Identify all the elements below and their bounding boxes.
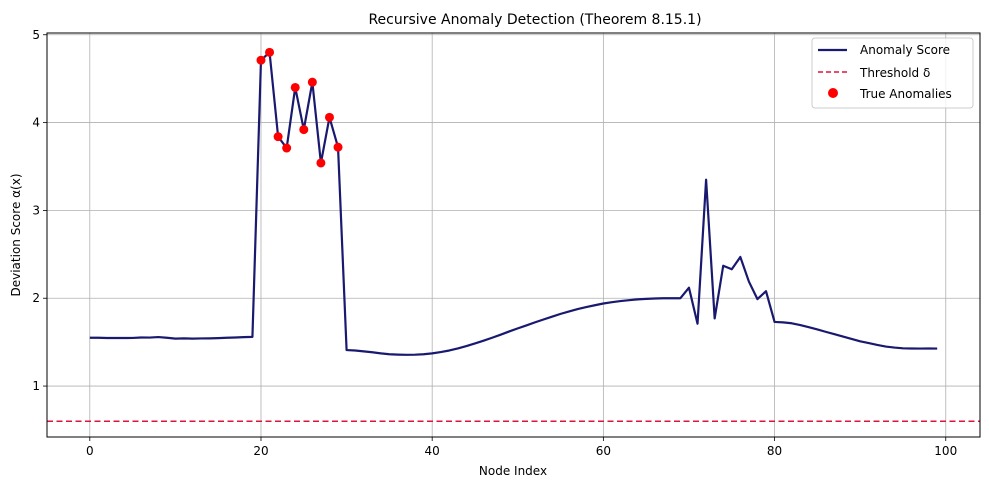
grid: [47, 33, 980, 437]
anomaly-point: [333, 142, 343, 152]
anomaly-point: [273, 132, 283, 142]
legend-box: [811, 37, 974, 109]
x-tick-label: 20: [253, 444, 268, 458]
x-tick-label: 40: [425, 444, 440, 458]
x-axis: 0 20 40 60 80 100: [86, 437, 957, 458]
y-tick-label: 4: [32, 116, 40, 130]
plot-frame: [46, 32, 981, 438]
anomaly-point: [316, 158, 326, 168]
y-tick-label: 5: [32, 28, 40, 42]
x-tick-label: 100: [934, 444, 957, 458]
y-tick-label: 3: [32, 203, 40, 217]
anomaly-point: [265, 47, 275, 57]
anomaly-point: [299, 125, 309, 135]
y-axis: 1 2 3 4 5: [32, 28, 47, 393]
plot-area: [47, 47, 980, 422]
legend-swatch-true-anomalies: [828, 88, 838, 98]
y-axis-label: Deviation Score α(x): [9, 173, 23, 296]
legend-label-threshold: Threshold δ: [859, 66, 930, 80]
legend-label-anomaly-score: Anomaly Score: [860, 43, 950, 57]
legend-label-true-anomalies: True Anomalies: [859, 87, 952, 101]
x-tick-label: 60: [596, 444, 611, 458]
anomaly-point: [290, 82, 300, 92]
chart-title: Recursive Anomaly Detection (Theorem 8.1…: [368, 12, 701, 28]
anomaly-point: [324, 112, 334, 122]
anomaly-point: [282, 143, 292, 153]
legend: Anomaly Score Threshold δ True Anomalies: [811, 37, 974, 109]
anomaly-score-line: [89, 51, 938, 356]
anomaly-point: [256, 55, 266, 65]
y-tick-label: 2: [32, 291, 40, 305]
x-tick-label: 80: [767, 444, 782, 458]
x-tick-label: 0: [86, 444, 94, 458]
y-tick-label: 1: [32, 379, 40, 393]
anomaly-point: [307, 77, 317, 87]
x-axis-label: Node Index: [479, 464, 547, 478]
